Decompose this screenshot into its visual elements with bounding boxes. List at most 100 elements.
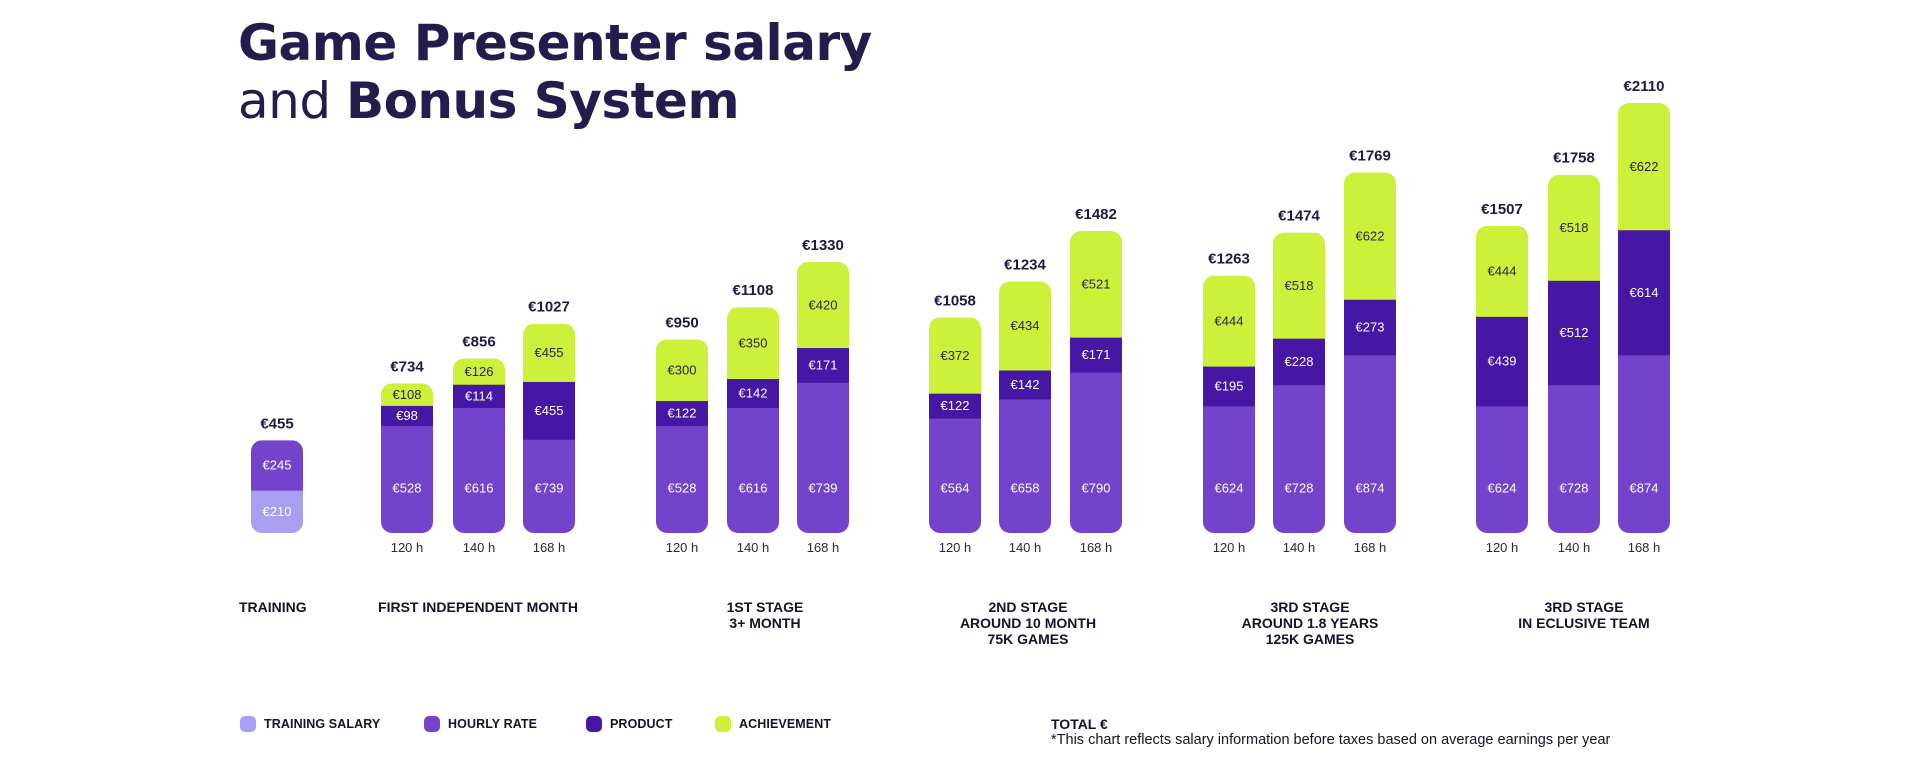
stacked-bar [1618,103,1670,533]
segment-value-label: €874 [1630,481,1659,496]
bar-segment-achievement [999,281,1051,371]
group-label: IN ECLUSIVE TEAM [1518,615,1649,631]
segment-value-label: €273 [1356,320,1385,335]
segment-value-label: €142 [739,385,768,400]
bar-segment-product [1476,316,1528,407]
legend-label: ACHIEVEMENT [739,717,832,731]
bar-total-label: €1330 [802,237,844,254]
title-line2-bold: Bonus System [345,72,740,130]
bar-total-label: €734 [390,358,424,375]
segment-value-label: €739 [535,481,564,496]
segment-value-label: €98 [396,408,418,423]
segment-value-label: €518 [1560,220,1589,235]
segment-value-label: €142 [1011,377,1040,392]
bar-group-3: €564 €122 €372 €1058 120 h €658 €142 €434 €1234 1… [929,206,1122,647]
legend-label: PRODUCT [610,717,673,731]
stacked-bar [381,383,433,533]
segment-value-label: €350 [739,335,768,350]
bar-hours-label: 120 h [391,540,424,555]
bar-segment-achievement [1344,172,1396,300]
stacked-bar [453,358,505,533]
bar-segment-product [727,378,779,408]
stacked-bar [999,281,1051,533]
legend-swatch [424,716,440,732]
bar-hours-label: 168 h [1628,540,1661,555]
segment-value-label: €528 [393,481,422,496]
bar-segment-hourly-rate [929,418,981,533]
bar-total-label: €1507 [1481,201,1523,218]
legend-label: HOURLY RATE [448,717,538,731]
bar-segment-product [1273,338,1325,386]
bar-segment-hourly-rate [1618,354,1670,533]
bar-group-0: €210 €245 €455 TRAINING [239,415,307,615]
bar-segment-product [1203,366,1255,407]
segment-value-label: €114 [465,388,493,403]
bar-segment-hourly-rate [727,407,779,534]
bar-total-label: €2110 [1624,78,1665,95]
bar-segment-hourly-rate [1070,372,1122,533]
bar-segment-hourly-rate [1344,354,1396,533]
bar-total-label: €1769 [1349,147,1391,164]
bar-total-label: €1058 [934,292,976,309]
stacked-bar [929,317,981,533]
segment-value-label: €790 [1082,481,1111,496]
segment-value-label: €622 [1630,159,1659,174]
bar-segment-achievement [523,323,575,382]
bar-hours-label: 140 h [1283,540,1316,555]
bar-segment-product [1618,229,1670,356]
group-label: 125K GAMES [1266,631,1355,647]
group-label: 75K GAMES [988,631,1069,647]
segment-value-label: €439 [1488,354,1517,369]
segment-value-label: €372 [941,348,970,363]
group-label: 3RD STAGE [1270,599,1349,615]
total-label: TOTAL € [1051,716,1108,732]
bar-hours-label: 140 h [1009,540,1042,555]
bar-segment-product [1344,299,1396,356]
group-label: AROUND 10 MONTH [960,615,1096,631]
bar-group-1: €528 €98 €108 €734 120 h €616 €114 €126 €856 140 … [378,299,578,615]
segment-value-label: €455 [535,345,564,360]
bar-segment-achievement [929,317,981,394]
segment-value-label: €616 [739,481,768,496]
bar-hours-label: 168 h [533,540,566,555]
bar-segment-product [1548,280,1600,386]
segment-value-label: €455 [535,403,564,418]
legend-item-product: PRODUCT [586,716,673,732]
bar-hours-label: 120 h [666,540,699,555]
bar-hours-label: 140 h [1558,540,1591,555]
bar-group-2: €528 €122 €300 €950 120 h €616 €142 €350 €1108 14… [656,237,849,631]
segment-value-label: €616 [465,481,494,496]
legend-item-achievement: ACHIEVEMENT [715,716,831,732]
group-label: 2ND STAGE [988,599,1067,615]
bar-hours-label: 120 h [1486,540,1519,555]
bar-segment-hourly-rate [1548,384,1600,534]
stacked-bar [656,339,708,533]
bar-segment-hourly-rate [656,425,708,533]
segment-value-label: €658 [1011,481,1040,496]
bar-segment-hourly-rate [999,398,1051,533]
segment-value-label: €728 [1285,481,1314,496]
bar-segment-product [381,405,433,426]
bar-segment-product [523,381,575,440]
legend-swatch [586,716,602,732]
segment-value-label: €210 [263,504,292,519]
stacked-bar [1344,172,1396,533]
bar-hours-label: 168 h [1354,540,1387,555]
bar-segment-achievement [727,307,779,380]
chart-title: Game Presenter salary and Bonus System [238,14,872,130]
segment-value-label: €624 [1215,481,1244,496]
segment-value-label: €444 [1488,264,1517,279]
bar-hours-label: 120 h [939,540,972,555]
segment-value-label: €521 [1082,277,1111,292]
legend-swatch [715,716,731,732]
stacked-bar [727,307,779,534]
stacked-bar [797,261,849,533]
segment-value-label: €228 [1285,354,1314,369]
legend-label: TRAINING SALARY [264,717,381,731]
segment-value-label: €622 [1356,228,1385,243]
bar-segment-achievement [1273,232,1325,339]
bar-hours-label: 140 h [737,540,770,555]
segment-value-label: €528 [668,481,697,496]
bar-segment-achievement [1548,174,1600,281]
segment-value-label: €126 [465,364,494,379]
